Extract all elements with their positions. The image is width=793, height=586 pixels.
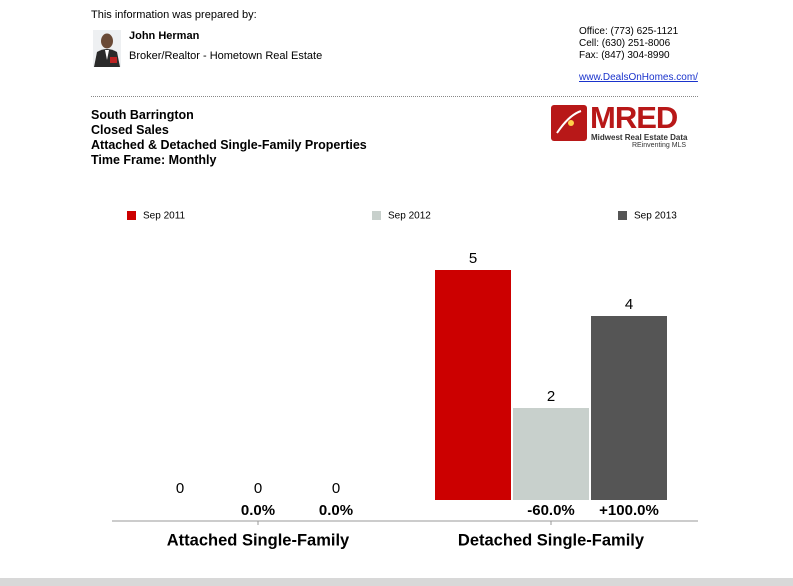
category-label: Attached Single-Family [167,531,350,549]
report-line: Time Frame: Monthly [91,153,217,167]
legend-label: Sep 2011 [143,211,186,222]
legend-swatch [127,211,136,220]
agent-photo [93,30,121,67]
bar [591,316,667,500]
logo-name: MRED [590,100,678,135]
change-label: +100.0% [599,502,659,519]
report-line: Attached & Detached Single-Family Proper… [91,138,367,152]
logo-tagline: REinventing MLS [632,142,687,149]
legend-swatch [372,211,381,220]
category-label: Detached Single-Family [458,531,645,549]
prepared-by: This information was prepared by: [91,9,257,21]
agent-title: Broker/Realtor - Hometown Real Estate [129,50,323,62]
value-label: 5 [469,250,477,267]
value-label: 2 [547,388,555,405]
report-line: South Barrington [91,108,194,122]
agent-name: John Herman [129,30,200,42]
value-label: 4 [625,296,633,313]
legend-swatch [618,211,627,220]
change-label: 0.0% [241,502,275,519]
bar [513,408,589,500]
contact-cell: Cell: (630) 251-8006 [579,38,671,49]
contact-fax: Fax: (847) 304-8990 [579,50,670,61]
contact-office: Office: (773) 625-1121 [579,26,679,37]
logo-subtitle: Midwest Real Estate Data [591,133,688,142]
bar [435,270,511,500]
logo-icon [551,105,587,141]
change-label: -60.0% [527,502,575,519]
divider [91,96,698,97]
value-label: 0 [254,480,262,497]
value-label: 0 [176,480,184,497]
chart: Sep 2011 Sep 2012 Sep 2013 Attached Single-… [112,211,698,549]
footer-bar [0,578,793,586]
value-label: 0 [332,480,340,497]
change-label: 0.0% [319,502,353,519]
report-info: South Barrington Closed Sales Attached &… [91,108,367,168]
legend-label: Sep 2013 [634,211,677,222]
report-line: Closed Sales [91,123,169,137]
legend-label: Sep 2012 [388,211,431,222]
website-link[interactable]: www.DealsOnHomes.com/ [579,72,698,83]
